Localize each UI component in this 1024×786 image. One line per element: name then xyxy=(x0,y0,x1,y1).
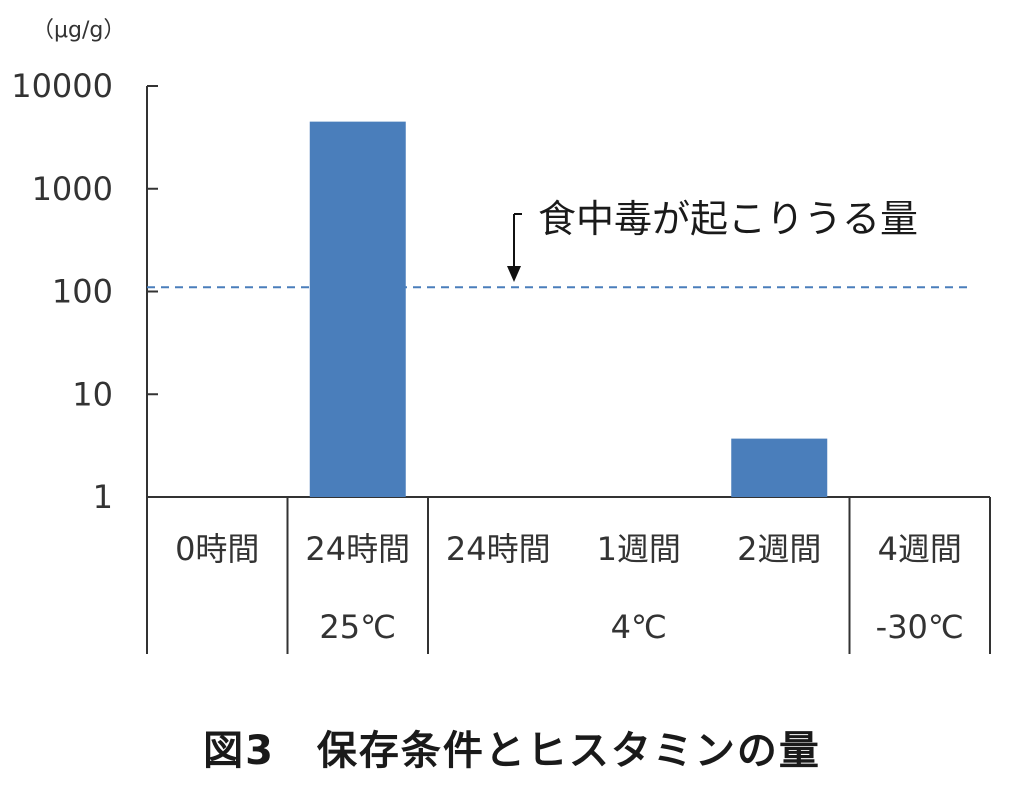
x-category-labels: 0時間 24時間 24時間 1週間 2週間 4週間 xyxy=(175,530,962,568)
x-category-label: 2週間 xyxy=(737,530,821,568)
x-group-labels: 25℃ 4℃ -30℃ xyxy=(319,608,963,646)
y-tick-label: 1000 xyxy=(32,170,113,208)
y-tick-label: 10000 xyxy=(11,67,113,105)
chart-axes xyxy=(146,86,991,654)
arrow-head-icon xyxy=(507,266,521,282)
bar xyxy=(309,121,406,497)
figure-caption: 図3 保存条件とヒスタミンの量 xyxy=(203,728,821,774)
x-category-label: 24時間 xyxy=(305,530,410,568)
y-tick-labels: 10000 1000 100 10 1 xyxy=(11,67,158,516)
x-group-label: -30℃ xyxy=(876,608,964,646)
x-group-label: 25℃ xyxy=(319,608,396,646)
y-unit-label: （μg/g） xyxy=(32,18,125,43)
bars xyxy=(309,121,828,497)
y-tick-label: 1 xyxy=(93,478,113,516)
histamine-chart: （μg/g） 10000 1000 100 10 1 食中毒が起こりうる量 0時間 24時… xyxy=(11,18,991,654)
x-group-label: 4℃ xyxy=(611,608,667,646)
x-category-label: 0時間 xyxy=(175,530,259,568)
x-category-label: 1週間 xyxy=(597,530,681,568)
x-category-label: 4週間 xyxy=(878,530,962,568)
reference-line-group: 食中毒が起こりうる量 xyxy=(147,197,970,289)
reference-line-label: 食中毒が起こりうる量 xyxy=(538,197,918,241)
x-category-label: 24時間 xyxy=(446,530,551,568)
y-tick-label: 100 xyxy=(52,273,113,311)
bar xyxy=(731,438,828,497)
y-tick-label: 10 xyxy=(72,375,113,413)
